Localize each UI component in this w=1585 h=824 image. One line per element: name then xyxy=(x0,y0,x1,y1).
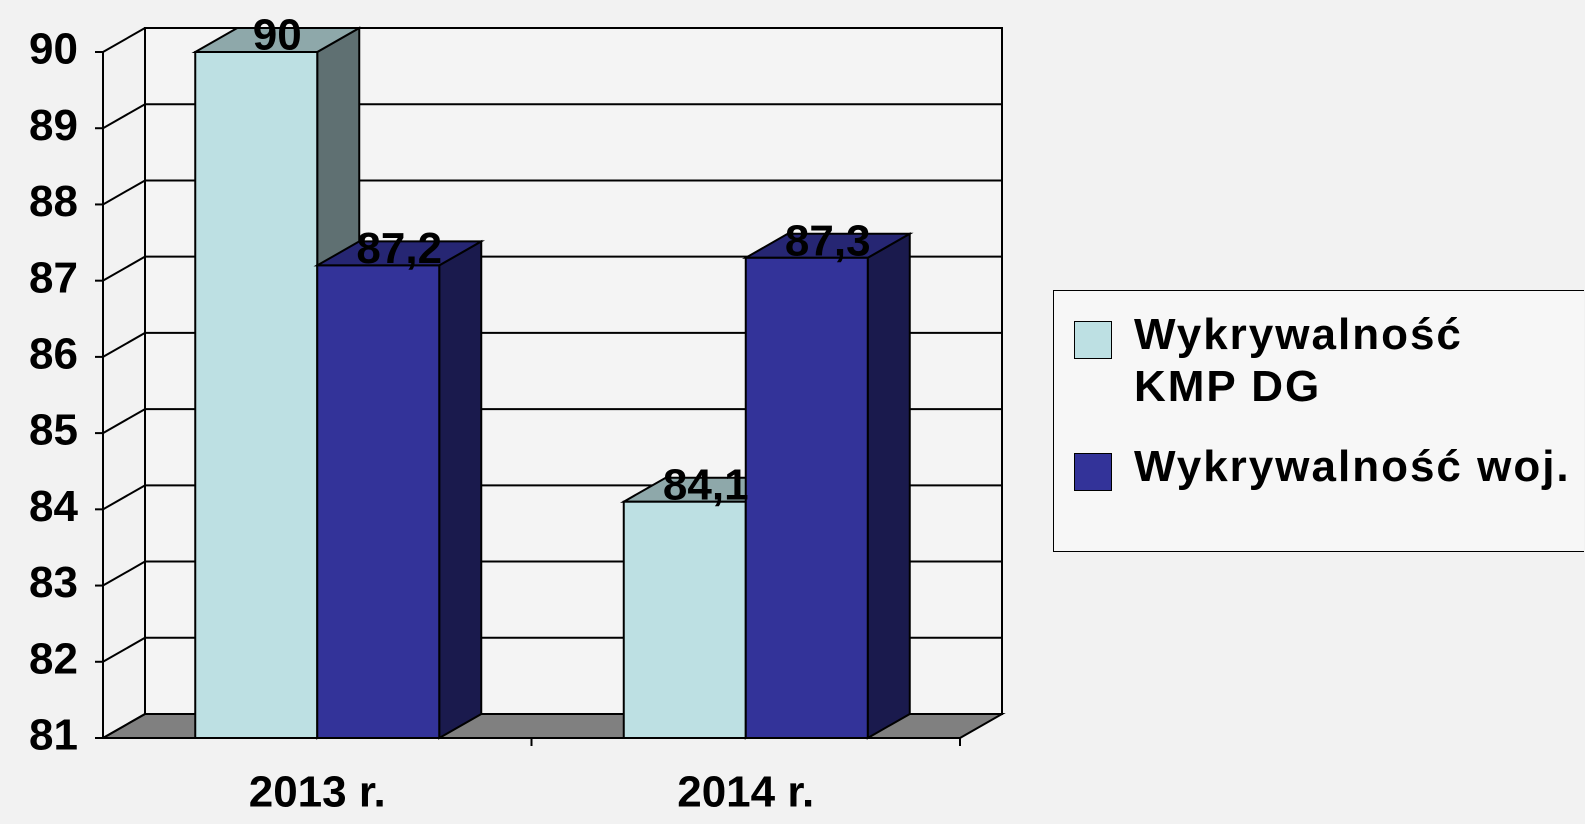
grid-line-side xyxy=(103,638,145,662)
y-tick-label: 90 xyxy=(29,25,78,74)
legend-label: Wykrywalność woj. xyxy=(1134,441,1574,493)
y-tick-label: 81 xyxy=(29,711,78,760)
value-label: 90 xyxy=(253,11,302,60)
y-tick-label: 86 xyxy=(29,330,78,379)
grid-line-side xyxy=(103,28,145,52)
grid-line-side xyxy=(103,485,145,509)
bar-side xyxy=(868,234,910,738)
y-tick-label: 85 xyxy=(29,406,78,455)
y-tick-label: 84 xyxy=(29,482,78,531)
y-tick-label: 83 xyxy=(29,558,78,607)
grid-line-side xyxy=(103,180,145,204)
x-tick-label: 2013 r. xyxy=(249,768,386,817)
legend-swatch xyxy=(1074,321,1112,359)
legend-item: Wykrywalność KMP DG xyxy=(1074,309,1574,413)
y-tick-label: 82 xyxy=(29,634,78,683)
legend-label: Wykrywalność KMP DG xyxy=(1134,309,1574,413)
bar-side xyxy=(439,241,481,738)
grid-line-side xyxy=(103,409,145,433)
value-label: 87,3 xyxy=(785,216,871,265)
y-tick-label: 87 xyxy=(29,253,78,302)
bar xyxy=(195,52,317,738)
bar xyxy=(317,265,439,738)
grid-line-side xyxy=(103,257,145,281)
y-tick-label: 89 xyxy=(29,101,78,150)
grid-line-side xyxy=(103,562,145,586)
legend-item: Wykrywalność woj. xyxy=(1074,441,1574,493)
page: 81 82 83 84 85 86 87 88 89 90 2013 r. 2014 r. 90 87,2… xyxy=(0,0,1585,824)
value-label: 84,1 xyxy=(663,460,749,509)
grid-line-side xyxy=(103,104,145,128)
legend: Wykrywalność KMP DG Wykrywalność woj. xyxy=(1053,290,1584,552)
bar xyxy=(746,258,868,738)
bar xyxy=(624,502,746,738)
value-label: 87,2 xyxy=(356,224,442,273)
grid-line-side xyxy=(103,333,145,357)
y-tick-label: 88 xyxy=(29,177,78,226)
legend-swatch xyxy=(1074,453,1112,491)
x-tick-label: 2014 r. xyxy=(677,768,814,817)
